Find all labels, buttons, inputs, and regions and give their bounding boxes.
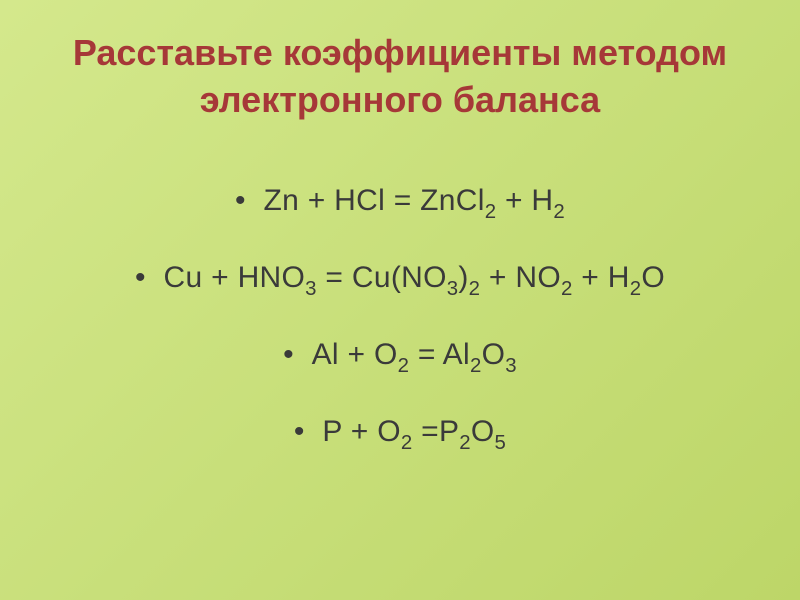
equation-row: • P + O2 =P2O5 <box>294 415 506 454</box>
equations-list: • Zn + HCl = ZnCl2 + H2 • Cu + HNO3 = Cu… <box>50 184 750 454</box>
equation-row: • Al + O2 = Al2O3 <box>283 338 517 377</box>
equation-row: • Zn + HCl = ZnCl2 + H2 <box>235 184 565 223</box>
equation-text: Al + O2 = Al2O3 <box>312 338 517 377</box>
bullet-icon: • <box>294 415 305 449</box>
equation-row: • Cu + HNO3 = Cu(NO3)2 + NO2 + H2O <box>135 261 665 300</box>
slide-container: Расставьте коэффициенты методом электрон… <box>0 0 800 600</box>
equation-text: Cu + HNO3 = Cu(NO3)2 + NO2 + H2O <box>164 261 665 300</box>
bullet-icon: • <box>135 261 146 295</box>
bullet-icon: • <box>283 338 294 372</box>
equation-text: Zn + HCl = ZnCl2 + H2 <box>263 184 565 223</box>
bullet-icon: • <box>235 184 246 218</box>
slide-title: Расставьте коэффициенты методом электрон… <box>50 30 750 124</box>
equation-text: P + O2 =P2O5 <box>322 415 506 454</box>
